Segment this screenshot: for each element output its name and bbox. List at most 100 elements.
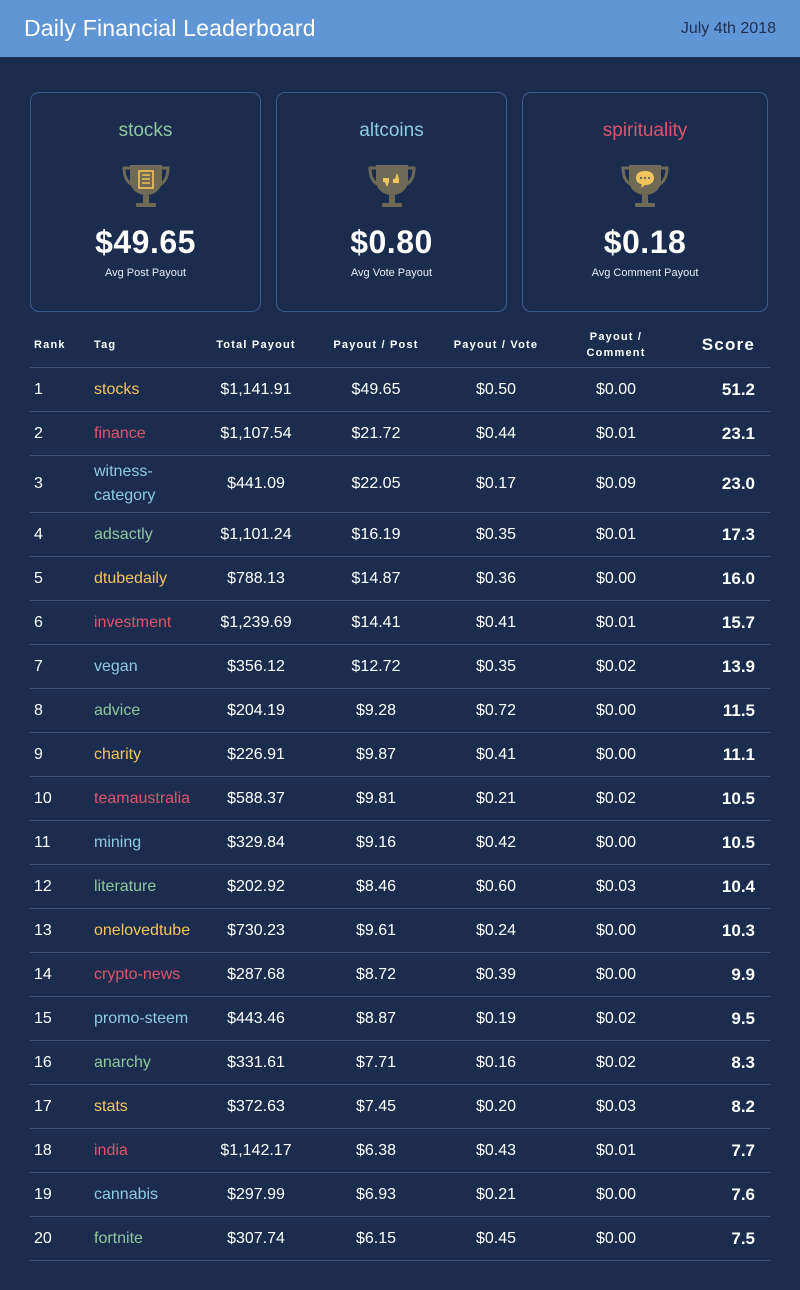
tag-link[interactable]: dtubedaily [94, 569, 167, 587]
payout-comment-cell: $0.01 [595, 1141, 637, 1159]
total-payout-cell: $443.46 [227, 1009, 285, 1027]
score-cell: 13.9 [721, 656, 755, 676]
tag-link[interactable]: onelovedtube [94, 921, 191, 939]
header-payout-comment[interactable]: Payout / Comment [556, 329, 676, 361]
tag-link[interactable]: stocks [94, 380, 140, 398]
payout-post-cell: $14.41 [351, 613, 401, 631]
tag-link[interactable]: advice [94, 701, 141, 719]
payout-post-cell: $8.72 [355, 965, 397, 983]
payout-comment-cell: $0.00 [595, 965, 637, 983]
table-body: 1 stocks $1,141.91 $49.65 $0.50 $0.00 51.2 2 fin… [30, 368, 770, 1261]
rank-cell: 19 [34, 1185, 52, 1203]
tag-link[interactable]: stats [94, 1097, 128, 1115]
score-cell: 23.0 [721, 474, 755, 493]
card-category: altcoins [359, 120, 424, 141]
payout-comment-cell: $0.02 [595, 1009, 637, 1027]
total-payout-cell: $730.23 [227, 921, 285, 939]
score-cell: 23.1 [721, 423, 755, 443]
summary-cards: stocks $49.65 Avg Post Payout altcoins [0, 57, 800, 314]
payout-vote-cell: $0.21 [475, 789, 517, 807]
tag-link[interactable]: india [94, 1141, 128, 1159]
score-cell: 51.2 [721, 379, 755, 399]
score-cell: 9.9 [731, 964, 755, 984]
payout-comment-cell: $0.02 [595, 657, 637, 675]
table-row: 20 fortnite $307.74 $6.15 $0.45 $0.00 7.5 [30, 1217, 770, 1261]
tag-link[interactable]: crypto-news [94, 965, 181, 983]
payout-vote-cell: $0.60 [475, 877, 517, 895]
score-cell: 15.7 [721, 612, 755, 632]
payout-post-cell: $8.87 [355, 1009, 397, 1027]
tag-link[interactable]: finance [94, 424, 146, 442]
table-row: 16 anarchy $331.61 $7.71 $0.16 $0.02 8.3 [30, 1041, 770, 1085]
payout-vote-cell: $0.41 [475, 745, 517, 763]
score-cell: 7.7 [731, 1140, 755, 1160]
tag-link[interactable]: anarchy [94, 1053, 151, 1071]
table-row: 9 charity $226.91 $9.87 $0.41 $0.00 11.1 [30, 733, 770, 777]
table-row: 4 adsactly $1,101.24 $16.19 $0.35 $0.01 17.3 [30, 513, 770, 557]
payout-vote-cell: $0.50 [475, 380, 517, 398]
header-bar: Daily Financial Leaderboard July 4th 201… [0, 0, 800, 57]
header-tag[interactable]: Tag [94, 339, 117, 351]
table-row: 19 cannabis $297.99 $6.93 $0.21 $0.00 7.6 [30, 1173, 770, 1217]
score-cell: 10.3 [721, 920, 755, 940]
total-payout-cell: $204.19 [227, 701, 285, 719]
card-amount: $0.18 [603, 224, 687, 260]
payout-comment-cell: $0.01 [595, 613, 637, 631]
tag-link[interactable]: fortnite [94, 1229, 143, 1247]
payout-vote-cell: $0.36 [475, 569, 517, 587]
tag-link[interactable]: literature [94, 877, 157, 895]
total-payout-cell: $588.37 [227, 789, 285, 807]
tag-link[interactable]: vegan [94, 657, 138, 675]
table-row: 5 dtubedaily $788.13 $14.87 $0.36 $0.00 16.0 [30, 557, 770, 601]
tag-link[interactable]: mining [94, 833, 142, 851]
header-score[interactable]: Score [701, 335, 755, 354]
tag-link[interactable]: adsactly [94, 525, 153, 543]
rank-cell: 6 [34, 613, 43, 631]
payout-comment-cell: $0.00 [595, 1185, 637, 1203]
payout-vote-cell: $0.35 [475, 525, 517, 543]
card-amount: $0.80 [350, 224, 433, 260]
payout-post-cell: $9.61 [355, 921, 397, 939]
payout-comment-cell: $0.01 [595, 525, 637, 543]
header-total-payout[interactable]: Total Payout [216, 339, 296, 351]
header-payout-post[interactable]: Payout / Post [333, 339, 419, 351]
payout-comment-cell: $0.00 [595, 569, 637, 587]
payout-post-cell: $21.72 [351, 424, 401, 442]
total-payout-cell: $441.09 [227, 475, 285, 492]
card-amount: $49.65 [95, 224, 196, 260]
tag-link[interactable]: teamaustralia [94, 789, 191, 807]
payout-comment-cell: $0.09 [595, 475, 637, 492]
score-cell: 17.3 [721, 524, 755, 544]
payout-comment-cell: $0.01 [595, 424, 637, 442]
tag-link[interactable]: charity [94, 745, 142, 763]
card-caption: Avg Vote Payout [350, 267, 433, 279]
payout-post-cell: $6.93 [355, 1185, 397, 1203]
payout-post-cell: $16.19 [351, 525, 401, 543]
payout-post-cell: $22.05 [351, 475, 401, 492]
payout-vote-cell: $0.41 [475, 613, 517, 631]
payout-post-cell: $7.71 [355, 1053, 397, 1071]
leaderboard-table: Rank Tag Total Payout Payout / Post Payo… [30, 323, 770, 1261]
payout-post-cell: $49.65 [351, 380, 401, 398]
payout-vote-cell: $0.16 [475, 1053, 517, 1071]
header-payout-vote[interactable]: Payout / Vote [453, 339, 539, 351]
header-payout-comment-line2: Comment [586, 347, 646, 359]
payout-post-cell: $6.38 [355, 1141, 397, 1159]
score-cell: 16.0 [721, 568, 755, 588]
score-cell: 7.5 [731, 1228, 755, 1248]
tag-link[interactable]: witness-category [94, 463, 156, 504]
header-rank[interactable]: Rank [34, 339, 66, 351]
score-cell: 8.3 [731, 1052, 755, 1072]
card-stocks: stocks $49.65 Avg Post Payout [30, 92, 261, 312]
tag-link[interactable]: investment [94, 613, 172, 631]
table-row: 8 advice $204.19 $9.28 $0.72 $0.00 11.5 [30, 689, 770, 733]
payout-post-cell: $9.28 [355, 701, 397, 719]
payout-comment-cell: $0.02 [595, 789, 637, 807]
tag-link[interactable]: promo-steem [94, 1009, 189, 1027]
card-altcoins: altcoins $0.80 Avg Vote Payout [276, 92, 507, 312]
tag-link[interactable]: cannabis [94, 1185, 159, 1203]
payout-post-cell: $9.87 [355, 745, 397, 763]
rank-cell: 15 [34, 1009, 52, 1027]
rank-cell: 2 [34, 424, 43, 442]
total-payout-cell: $1,101.24 [220, 525, 292, 543]
